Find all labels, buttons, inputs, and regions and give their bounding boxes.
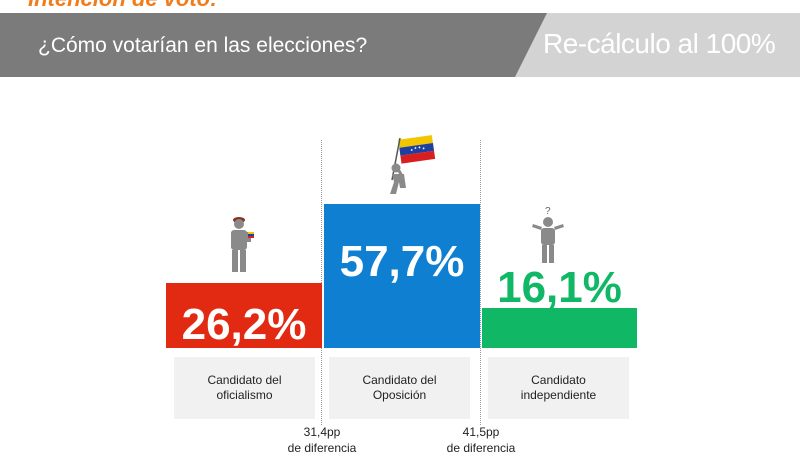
value-label-oficialismo: 26,2%	[181, 300, 307, 349]
bar-independiente	[482, 308, 637, 348]
category-label-independiente: Candidato independiente	[488, 357, 629, 419]
recalc-label: Re-cálculo al 100%	[543, 28, 776, 59]
divider-right	[480, 140, 481, 425]
soldier-icon	[231, 217, 254, 272]
svg-text:?: ?	[545, 206, 551, 217]
value-label-oposicion: 57,7%	[339, 237, 465, 286]
difference-annotation-1: 31,4pp de diferencia	[287, 425, 357, 455]
section-title: Intención de voto:	[28, 0, 217, 12]
bar-oposicion	[324, 204, 480, 348]
difference-annotation-2: 41,5pp de diferencia	[446, 425, 516, 455]
question-title: ¿Cómo votarían en las elecciones?	[38, 34, 368, 57]
category-label-oficialismo: Candidato del oficialismo	[174, 357, 315, 419]
question-person-icon: ?	[532, 206, 564, 263]
flag-bearer-icon	[390, 135, 436, 194]
bar-oficialismo	[166, 283, 322, 348]
value-label-independiente: 16,1%	[497, 263, 622, 312]
divider-left	[321, 140, 322, 425]
recalc-banner	[515, 13, 800, 77]
category-label-oposicion: Candidato del Oposición	[329, 357, 470, 419]
